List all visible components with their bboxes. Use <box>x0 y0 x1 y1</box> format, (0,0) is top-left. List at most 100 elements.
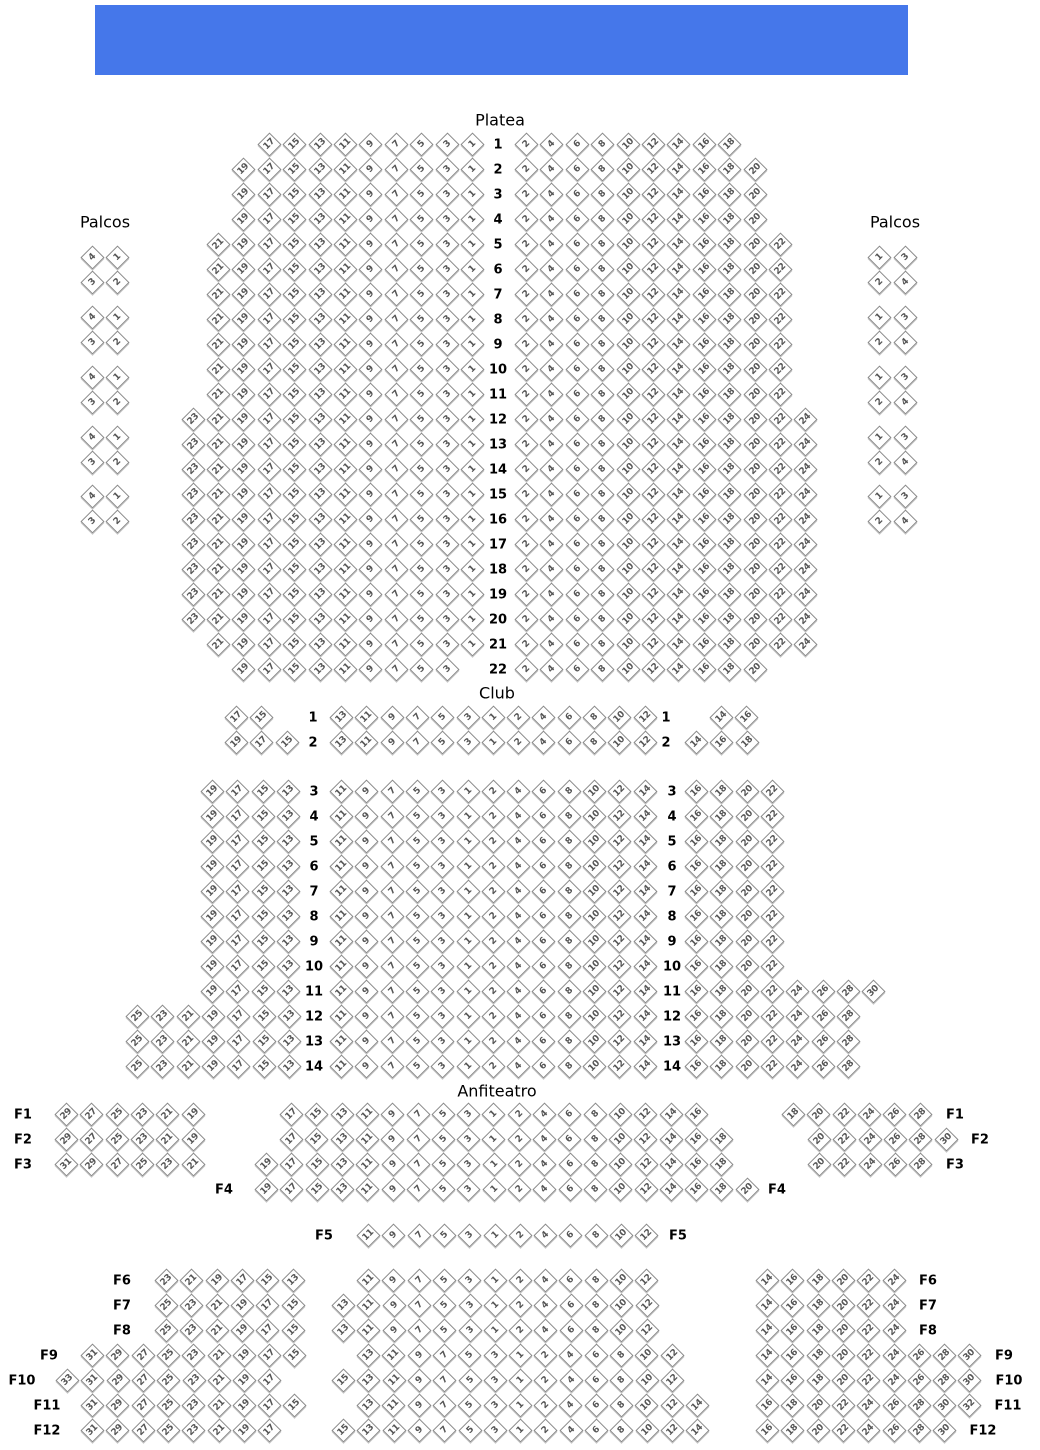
seat[interactable]: 7 <box>384 532 409 557</box>
seat[interactable]: 14 <box>633 954 658 979</box>
seat[interactable]: 1 <box>460 607 485 632</box>
seat[interactable]: 20 <box>743 507 768 532</box>
seat[interactable]: 4 <box>506 779 531 804</box>
seat[interactable]: 17 <box>257 332 282 357</box>
seat[interactable]: 16 <box>692 657 717 682</box>
seat[interactable]: 11 <box>355 1177 380 1202</box>
seat[interactable]: 7 <box>380 954 405 979</box>
seat[interactable]: 22 <box>768 307 793 332</box>
palco-seat[interactable]: 2 <box>105 390 130 415</box>
palco-seat[interactable]: 1 <box>867 365 892 390</box>
seat[interactable]: 6 <box>565 232 590 257</box>
seat[interactable]: 12 <box>635 1318 660 1343</box>
seat[interactable]: 4 <box>539 357 564 382</box>
seat[interactable]: 9 <box>358 507 383 532</box>
seat[interactable]: 1 <box>481 730 506 755</box>
seat[interactable]: 3 <box>457 1268 482 1293</box>
seat[interactable]: 8 <box>590 657 615 682</box>
seat[interactable]: 1 <box>460 282 485 307</box>
seat[interactable]: 18 <box>717 307 742 332</box>
seat[interactable]: 5 <box>405 1054 430 1079</box>
seat[interactable]: 7 <box>384 607 409 632</box>
seat[interactable]: 16 <box>692 632 717 657</box>
seat[interactable]: 8 <box>590 282 615 307</box>
seat[interactable]: 14 <box>666 182 691 207</box>
seat[interactable]: 19 <box>231 207 256 232</box>
seat[interactable]: 23 <box>181 1418 206 1443</box>
seat[interactable]: 19 <box>200 979 225 1004</box>
seat[interactable]: 9 <box>354 829 379 854</box>
seat[interactable]: 14 <box>666 657 691 682</box>
seat[interactable]: 20 <box>831 1268 856 1293</box>
seat[interactable]: 1 <box>483 1318 508 1343</box>
seat[interactable]: 9 <box>354 904 379 929</box>
seat[interactable]: 3 <box>435 557 460 582</box>
seat[interactable]: 24 <box>881 1293 907 1318</box>
seat[interactable]: 18 <box>709 904 734 929</box>
seat[interactable]: 10 <box>582 904 607 929</box>
seat[interactable]: 11 <box>329 1029 354 1054</box>
seat[interactable]: 22 <box>856 1368 881 1393</box>
seat[interactable]: 13 <box>308 207 333 232</box>
seat[interactable]: 19 <box>232 1418 257 1443</box>
seat[interactable]: 6 <box>557 1127 582 1152</box>
seat[interactable]: 18 <box>806 1268 831 1293</box>
seat[interactable]: 16 <box>692 332 717 357</box>
seat[interactable]: 6 <box>557 705 582 730</box>
seat[interactable]: 5 <box>432 1223 457 1248</box>
palco-seat[interactable]: 4 <box>80 365 105 390</box>
seat[interactable]: 8 <box>583 1152 608 1177</box>
palco-seat[interactable]: 2 <box>105 270 130 295</box>
seat[interactable]: 25 <box>105 1127 130 1152</box>
seat[interactable]: 21 <box>206 407 231 432</box>
seat[interactable]: 28 <box>932 1343 957 1368</box>
seat[interactable]: 5 <box>409 282 434 307</box>
seat[interactable]: 5 <box>430 705 455 730</box>
seat[interactable]: 24 <box>857 1102 882 1127</box>
seat[interactable]: 3 <box>430 879 455 904</box>
seat[interactable]: 15 <box>251 954 276 979</box>
seat[interactable]: 7 <box>384 257 409 282</box>
seat[interactable]: 30 <box>861 979 886 1004</box>
seat[interactable]: 15 <box>282 357 307 382</box>
seat[interactable]: 1 <box>482 1152 507 1177</box>
seat[interactable]: 12 <box>641 232 666 257</box>
seat[interactable]: 2 <box>481 929 506 954</box>
seat[interactable]: 15 <box>331 1368 356 1393</box>
seat[interactable]: 8 <box>557 829 582 854</box>
seat[interactable]: 1 <box>483 1293 508 1318</box>
palco-seat[interactable]: 3 <box>80 509 105 534</box>
seat[interactable]: 3 <box>435 307 460 332</box>
seat[interactable]: 3 <box>455 730 481 755</box>
seat[interactable]: 4 <box>539 157 564 182</box>
seat[interactable]: 7 <box>384 307 409 332</box>
seat[interactable]: 16 <box>684 1102 709 1127</box>
seat[interactable]: 2 <box>481 804 506 829</box>
seat[interactable]: 18 <box>709 1004 734 1029</box>
seat[interactable]: 14 <box>666 307 691 332</box>
seat[interactable]: 26 <box>907 1368 932 1393</box>
seat[interactable]: 3 <box>435 232 460 257</box>
seat[interactable]: 7 <box>380 829 405 854</box>
seat[interactable]: 2 <box>507 1152 532 1177</box>
seat[interactable]: 13 <box>308 557 333 582</box>
seat[interactable]: 4 <box>506 1054 531 1079</box>
seat[interactable]: 15 <box>282 482 307 507</box>
seat[interactable]: 2 <box>514 457 539 482</box>
seat[interactable]: 3 <box>430 1029 455 1054</box>
seat[interactable]: 16 <box>692 507 717 532</box>
seat[interactable]: 14 <box>666 632 691 657</box>
seat[interactable]: 14 <box>755 1368 780 1393</box>
seat[interactable]: 2 <box>481 1004 506 1029</box>
seat[interactable]: 8 <box>590 307 615 332</box>
seat[interactable]: 1 <box>455 804 481 829</box>
seat[interactable]: 19 <box>200 954 225 979</box>
palco-seat[interactable]: 1 <box>105 245 130 270</box>
seat[interactable]: 2 <box>514 607 539 632</box>
seat[interactable]: 12 <box>607 1054 632 1079</box>
seat[interactable]: 1 <box>460 382 485 407</box>
seat[interactable]: 20 <box>806 1393 831 1418</box>
seat[interactable]: 11 <box>333 207 358 232</box>
seat[interactable]: 9 <box>354 779 379 804</box>
seat[interactable]: 4 <box>559 1418 584 1443</box>
